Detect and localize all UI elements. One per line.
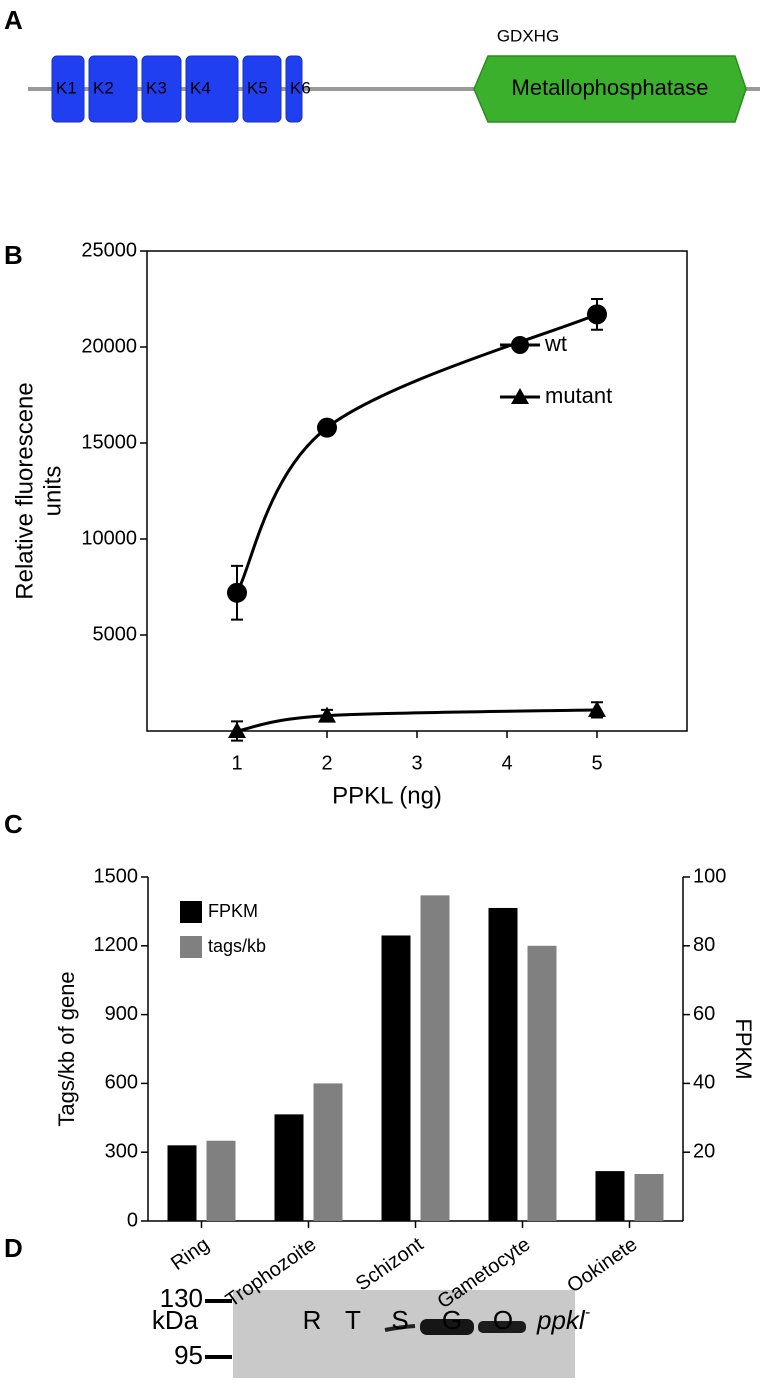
- y2-tick-label: 100: [693, 865, 726, 887]
- lane-label: O: [493, 1305, 513, 1335]
- kelch-box: [185, 55, 239, 123]
- lane-label: R: [303, 1305, 322, 1335]
- data-point: [228, 722, 246, 738]
- panel-label: B: [4, 240, 23, 270]
- kelch-box: [88, 55, 138, 123]
- bar: [595, 1171, 625, 1221]
- y-tick-label: 1500: [94, 865, 139, 887]
- data-point: [317, 417, 337, 438]
- x-tick-label: 1: [231, 752, 242, 774]
- y2-axis-label: FPKM: [731, 1018, 756, 1079]
- marker-label: 95: [174, 1340, 203, 1370]
- blot-band: [420, 1319, 474, 1335]
- bar: [313, 1083, 343, 1221]
- kelch-box: [285, 55, 303, 123]
- y-tick-label: 15000: [81, 431, 137, 453]
- data-point: [318, 706, 336, 723]
- y-tick-label: 25000: [81, 239, 137, 261]
- x-tick-label: 4: [501, 752, 512, 774]
- legend-label: wt: [544, 331, 567, 356]
- data-point: [227, 582, 247, 603]
- data-point: [588, 700, 606, 717]
- plot-frame: [146, 250, 688, 732]
- panel-label: A: [4, 5, 23, 35]
- y-axis-label: units: [39, 466, 66, 517]
- y-tick-label: 600: [105, 1072, 138, 1094]
- knockout-name: ppkl: [536, 1305, 586, 1335]
- y-tick-label: 0: [127, 1209, 138, 1231]
- blot-unit: kDa: [152, 1305, 199, 1335]
- data-point: [587, 304, 607, 325]
- marker-label: 130: [160, 1283, 203, 1313]
- kelch-box: [141, 55, 182, 123]
- kelch-label: K5: [247, 78, 268, 97]
- x-tick-label: 5: [591, 752, 602, 774]
- bar: [167, 1145, 197, 1221]
- legend-swatch: [180, 901, 202, 923]
- bar: [206, 1140, 236, 1221]
- metallophosphatase-domain: [473, 55, 747, 123]
- kelch-label: K4: [190, 78, 211, 97]
- y-axis-label: Relative fluorescene: [11, 382, 38, 599]
- lane-label: T: [345, 1305, 361, 1335]
- x-tick-label: Ookinete: [563, 1233, 641, 1297]
- y2-tick-label: 80: [693, 934, 715, 956]
- legend-label: tags/kb: [208, 936, 266, 956]
- bar: [527, 945, 557, 1221]
- x-tick-label: 3: [411, 752, 422, 774]
- y-axis-label: Tags/kb of gene: [54, 971, 79, 1126]
- x-tick-label: Ring: [167, 1233, 213, 1275]
- series-line: [235, 312, 598, 594]
- y2-tick-label: 40: [693, 1072, 715, 1094]
- blot-band: [478, 1321, 526, 1333]
- y-tick-label: 300: [105, 1140, 138, 1162]
- knockout-label: ppkl-: [536, 1304, 590, 1335]
- y-tick-label: 5000: [93, 623, 138, 645]
- kelch-label: K3: [146, 78, 167, 97]
- y-tick-label: 900: [105, 1003, 138, 1025]
- y2-tick-label: 20: [693, 1140, 715, 1162]
- bar: [381, 935, 411, 1221]
- legend-label: mutant: [545, 383, 612, 408]
- bar: [420, 895, 450, 1221]
- domain-label: Metallophosphatase: [512, 75, 709, 100]
- motif-label: GDXHG: [497, 26, 559, 45]
- kelch-box: [242, 55, 282, 123]
- x-axis-label: PPKL (ng): [332, 782, 442, 809]
- legend-label: FPKM: [208, 901, 258, 921]
- y2-tick-label: 60: [693, 1003, 715, 1025]
- legend-marker: [511, 388, 529, 404]
- lane-label: G: [442, 1305, 462, 1335]
- legend-swatch: [180, 936, 202, 958]
- blot-band: [384, 1324, 416, 1332]
- lane-label: S: [391, 1305, 408, 1335]
- y-tick-label: 1200: [94, 934, 139, 956]
- kelch-box: [51, 55, 85, 123]
- x-tick-label: Schizont: [352, 1233, 428, 1295]
- bar: [634, 1173, 664, 1221]
- knockout-superscript: -: [585, 1304, 590, 1321]
- kelch-repeats: K1 K2 K3 K4 K5 K6: [51, 55, 311, 123]
- bar: [274, 1114, 304, 1221]
- y-tick-label: 10000: [81, 527, 137, 549]
- panel-label: D: [4, 1233, 23, 1263]
- panel-label: C: [4, 809, 23, 839]
- y-tick-label: 20000: [81, 335, 137, 357]
- kelch-label: K2: [93, 78, 114, 97]
- x-tick-label: 2: [321, 752, 332, 774]
- kelch-label: K6: [290, 78, 311, 97]
- blot-membrane: [233, 1290, 575, 1378]
- series-line: [236, 708, 598, 733]
- legend-marker: [511, 336, 529, 354]
- kelch-label: K1: [56, 78, 77, 97]
- bar: [488, 907, 518, 1221]
